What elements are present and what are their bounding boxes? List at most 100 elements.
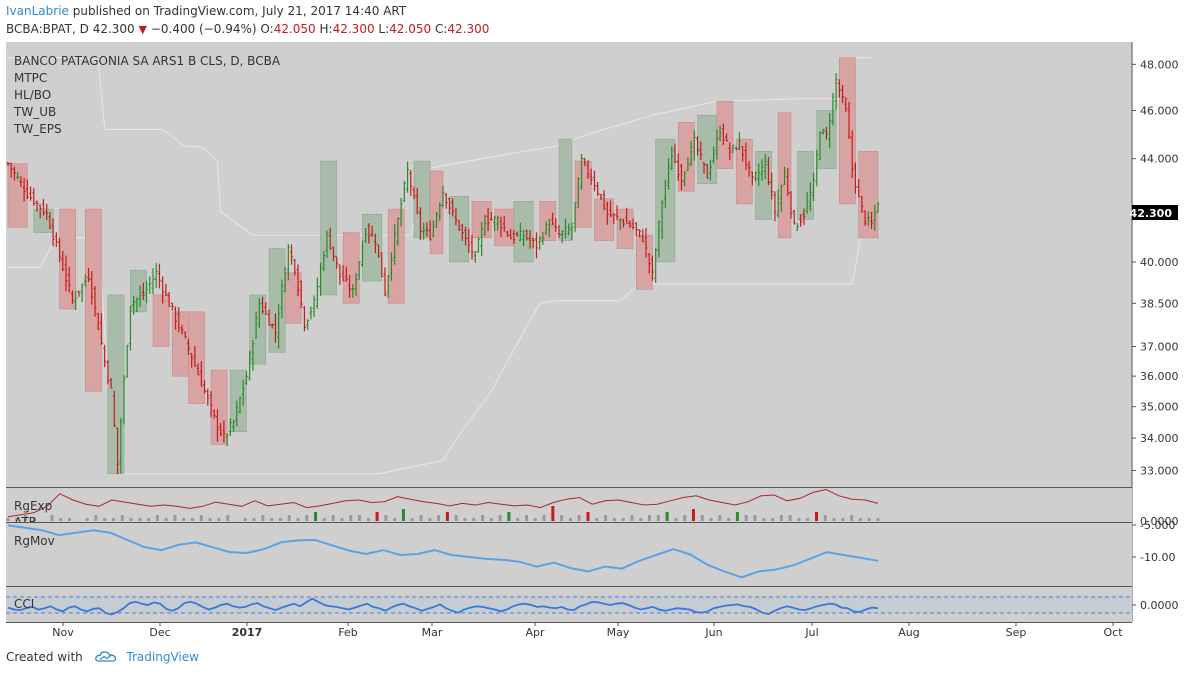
rgexp-volume-bar [735, 512, 739, 521]
rgexp-volume-bar [366, 518, 370, 521]
rgexp-label: RgExp [14, 499, 52, 513]
mtpc-box [677, 122, 695, 192]
mtpc-box [539, 201, 557, 241]
price-pane[interactable] [6, 42, 1132, 487]
rgexp-volume-bar [814, 512, 818, 521]
rgexp-volume-bar [779, 515, 783, 521]
rgexp-volume-bar [718, 515, 722, 521]
mtpc-box [755, 150, 772, 220]
rgexp-volume-bar [261, 515, 265, 521]
rgexp-volume-bar [700, 515, 704, 521]
rgexp-volume-bar [533, 518, 537, 521]
time-tick-label: Nov [52, 626, 74, 639]
mtpc-box [188, 311, 205, 404]
rgexp-volume-bar [560, 515, 564, 521]
rgexp-volume-bar [595, 518, 599, 521]
rgexp-volume-bar [762, 518, 766, 521]
rgexp-volume-bar [15, 518, 19, 521]
rgexp-pane[interactable] [6, 488, 1132, 522]
cci-label: CCI [14, 597, 34, 611]
rgexp-layer [6, 488, 880, 521]
rgexp-volume-bar [867, 518, 871, 521]
mtpc-box [268, 248, 286, 353]
time-tick-label: Jun [704, 626, 722, 639]
last-price: 42.300 [92, 22, 135, 36]
chart-area[interactable]: BANCO PATAGONIA SA ARS1 B CLS, D, BCBA M… [0, 42, 1184, 646]
rgexp-volume-bar [252, 518, 256, 521]
atr-label: ATR [14, 515, 37, 529]
price-tick-label: 48.000 [1140, 58, 1179, 71]
rgexp-volume-bar [375, 512, 379, 521]
rgexp-volume-bar [182, 518, 186, 521]
rgexp-volume-bar [296, 518, 300, 521]
rgexp-volume-bar [665, 512, 669, 521]
price-tick-label: 44.000 [1140, 153, 1179, 166]
mtpc-box [558, 138, 573, 241]
cci-line [7, 597, 879, 616]
price-tick-label: 36.000 [1140, 370, 1179, 383]
rgexp-volume-bar [437, 515, 441, 521]
mtpc-box [387, 208, 405, 304]
rgmov-line [7, 524, 879, 579]
rgexp-volume-bar [155, 515, 159, 521]
rgexp-volume-bar [32, 518, 36, 521]
rgexp-volume-bar [648, 515, 652, 521]
rgexp-volume-bar [428, 518, 432, 521]
rgexp-volume-bar [59, 518, 63, 521]
candle-layer [6, 73, 880, 475]
rgexp-volume-bar [709, 518, 713, 521]
rgexp-volume-bar [111, 518, 115, 521]
rgexp-volume-bar [744, 515, 748, 521]
legend-study-tweps: TW_EPS [13, 122, 62, 136]
header: IvanLabrie published on TradingView.com,… [0, 0, 1184, 42]
rgexp-volume-bar [226, 515, 230, 521]
rgexp-volume-bar [278, 518, 282, 521]
rgexp-volume-bar [832, 518, 836, 521]
mtpc-box [284, 272, 302, 324]
price-tick-label: 34.000 [1140, 432, 1179, 445]
author-link[interactable]: IvanLabrie [6, 4, 69, 18]
rgexp-volume-bar [472, 518, 476, 521]
rgexp-volume-bar [463, 518, 467, 521]
high-label: H: [319, 22, 333, 36]
rgexp-volume-bar [612, 518, 616, 521]
rgexp-volume-bar [270, 518, 274, 521]
rgexp-tick: 0.0000 [1140, 515, 1179, 528]
price-change: −0.400 (−0.94%) [150, 22, 257, 36]
mtpc-box [320, 160, 337, 296]
time-tick-label: Apr [525, 626, 545, 639]
mtpc-box [413, 160, 431, 239]
down-arrow-icon: ▼ [138, 23, 147, 36]
rgexp-volume-bar [410, 518, 414, 521]
rgexp-line [7, 488, 879, 518]
tradingview-link[interactable]: TradingView [126, 650, 199, 664]
price-tick-label: 38.500 [1140, 297, 1179, 310]
rgexp-volume-bar [164, 518, 168, 521]
rgexp-volume-bar [771, 518, 775, 521]
rgexp-volume-bar [516, 518, 520, 521]
rgmov-pane[interactable] [6, 523, 1132, 586]
rgexp-volume-bar [217, 518, 221, 521]
price-tick-label: 35.000 [1140, 401, 1179, 414]
rgexp-volume-bar [876, 518, 880, 521]
rgexp-volume-bar [586, 512, 590, 521]
rgmov-tick-2: -10.00 [1140, 551, 1175, 564]
mtpc-box [230, 369, 247, 433]
low-value: 42.050 [389, 22, 432, 36]
mtpc-box [249, 294, 267, 365]
symbol-text: BCBA:BPAT, D [6, 22, 89, 36]
close-value: 42.300 [447, 22, 490, 36]
rgexp-volume-bar [621, 518, 625, 521]
rgexp-volume-bar [568, 518, 572, 521]
time-tick-label: May [607, 626, 630, 639]
rgexp-volume-bar [173, 515, 177, 521]
rgexp-volume-bar [674, 518, 678, 521]
created-with-text: Created with [6, 650, 83, 664]
time-tick-label: Sep [1006, 626, 1027, 639]
last-price-badge [1132, 205, 1178, 220]
open-value: 42.050 [273, 22, 316, 36]
high-value: 42.300 [332, 22, 375, 36]
mtpc-box [716, 100, 734, 169]
rgexp-volume-bar [683, 515, 687, 521]
mtpc-box [107, 294, 125, 475]
